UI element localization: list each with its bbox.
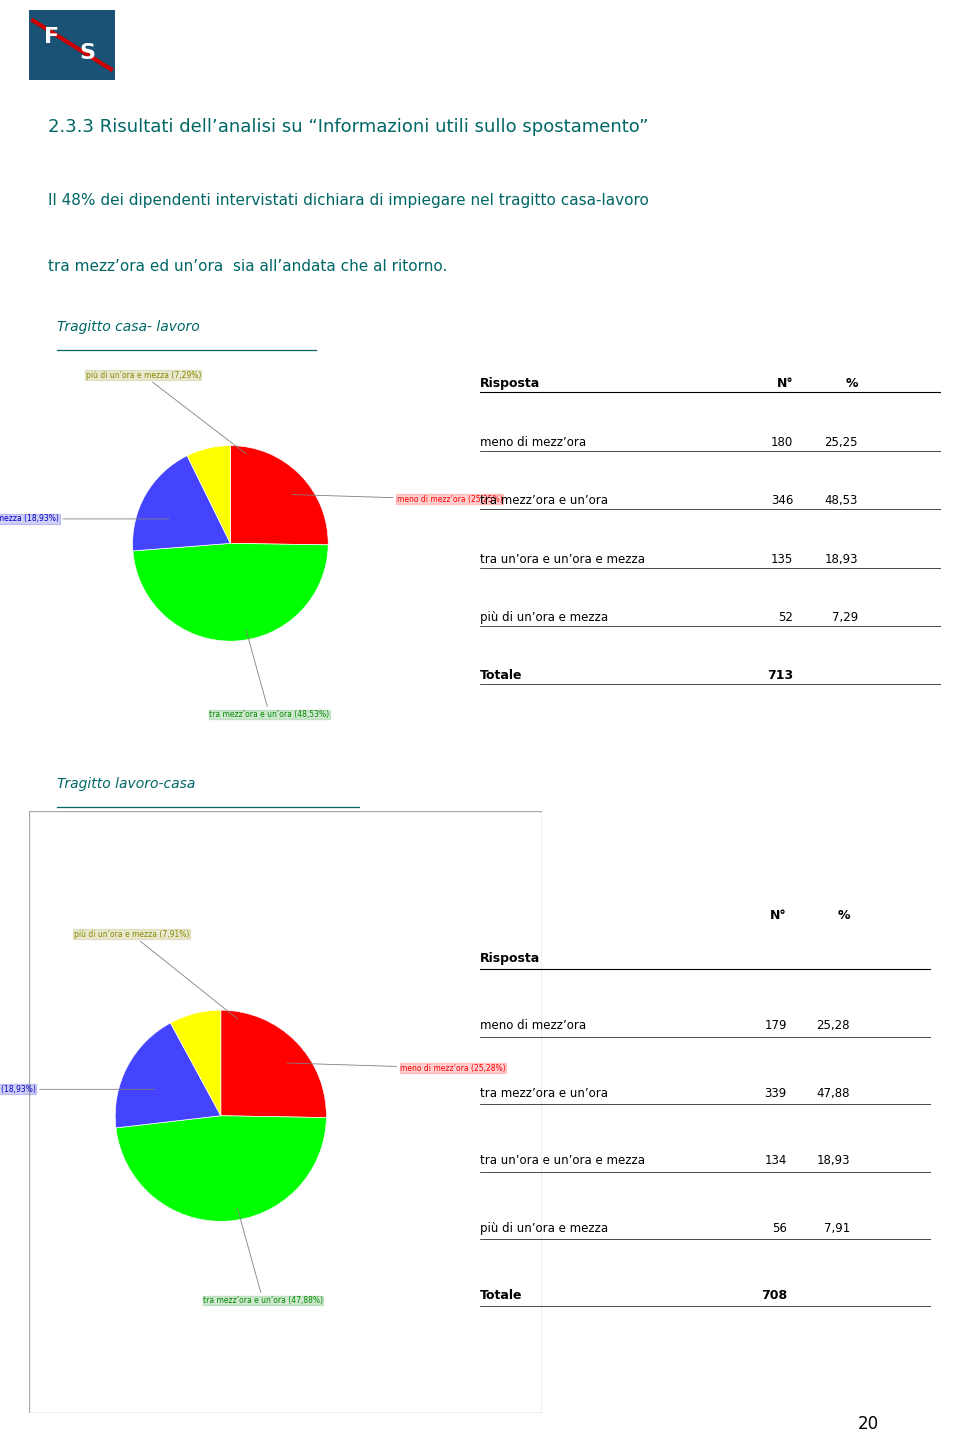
Text: %: % [837, 909, 850, 922]
Text: N°: N° [777, 377, 793, 390]
Wedge shape [115, 1023, 221, 1127]
Text: 48,53: 48,53 [825, 494, 858, 507]
Text: Risposta: Risposta [480, 377, 540, 390]
Text: tra mezz’ora ed un’ora  sia all’andata che al ritorno.: tra mezz’ora ed un’ora sia all’andata ch… [48, 258, 447, 274]
Text: 47,88: 47,88 [817, 1087, 850, 1100]
Text: F: F [44, 26, 60, 46]
Wedge shape [187, 446, 230, 543]
Text: 25,28: 25,28 [817, 1020, 850, 1032]
Wedge shape [116, 1116, 326, 1222]
Text: tra un’ora e un’ora e mezza (18,93%): tra un’ora e un’ora e mezza (18,93%) [0, 1085, 155, 1094]
Text: tra un’ora e un’ora e mezza: tra un’ora e un’ora e mezza [480, 552, 645, 565]
Text: tra un’ora e un’ora e mezza (18,93%): tra un’ora e un’ora e mezza (18,93%) [0, 514, 169, 523]
Text: Tragitto lavoro-casa: Tragitto lavoro-casa [57, 777, 195, 791]
Text: 7,91: 7,91 [824, 1222, 850, 1235]
Text: Il 48% dei dipendenti intervistati dichiara di impiegare nel tragitto casa-lavor: Il 48% dei dipendenti intervistati dichi… [48, 193, 649, 209]
Text: 20: 20 [858, 1414, 879, 1433]
Wedge shape [132, 543, 328, 640]
Wedge shape [230, 446, 328, 545]
Text: 25,25: 25,25 [825, 436, 858, 449]
Text: tra mezz’ora e un’ora (47,88%): tra mezz’ora e un’ora (47,88%) [203, 1208, 323, 1306]
Text: 179: 179 [764, 1020, 787, 1032]
Text: Totale: Totale [480, 1290, 522, 1301]
Text: 52: 52 [779, 611, 793, 625]
Text: 7,29: 7,29 [831, 611, 858, 625]
Text: 134: 134 [764, 1153, 787, 1166]
Text: 18,93: 18,93 [825, 552, 858, 565]
Text: Tragitto casa- lavoro: Tragitto casa- lavoro [57, 320, 200, 335]
Text: meno di mezz’ora: meno di mezz’ora [480, 436, 587, 449]
Text: 135: 135 [771, 552, 793, 565]
Text: Risposta: Risposta [480, 952, 540, 965]
Text: meno di mezz’ora (25,25%): meno di mezz’ora (25,25%) [292, 494, 502, 504]
Wedge shape [221, 1010, 326, 1117]
Text: Totale: Totale [480, 669, 522, 682]
Wedge shape [171, 1010, 221, 1116]
Text: 18,93: 18,93 [817, 1153, 850, 1166]
Text: più di un’ora e mezza (7,29%): più di un’ora e mezza (7,29%) [85, 371, 246, 454]
Text: 180: 180 [771, 436, 793, 449]
Text: meno di mezz’ora: meno di mezz’ora [480, 1020, 587, 1032]
Text: 339: 339 [764, 1087, 787, 1100]
Wedge shape [132, 455, 230, 551]
Text: 708: 708 [760, 1290, 787, 1301]
Text: tra un’ora e un’ora e mezza: tra un’ora e un’ora e mezza [480, 1153, 645, 1166]
Text: più di un’ora e mezza: più di un’ora e mezza [480, 1222, 608, 1235]
Text: meno di mezz’ora (25,28%): meno di mezz’ora (25,28%) [287, 1064, 506, 1072]
Text: tra mezz’ora e un’ora: tra mezz’ora e un’ora [480, 494, 608, 507]
Text: %: % [846, 377, 858, 390]
Text: 713: 713 [767, 669, 793, 682]
Text: N°: N° [770, 909, 787, 922]
Text: S: S [79, 43, 95, 64]
Text: 2.3.3 Risultati dell’analisi su “Informazioni utili sullo spostamento”: 2.3.3 Risultati dell’analisi su “Informa… [48, 117, 649, 136]
Text: 56: 56 [772, 1222, 787, 1235]
Text: tra mezz’ora e un’ora: tra mezz’ora e un’ora [480, 1087, 608, 1100]
Text: tra mezz’ora e un’ora (48,53%): tra mezz’ora e un’ora (48,53%) [209, 629, 329, 719]
Text: 346: 346 [771, 494, 793, 507]
Text: più di un’ora e mezza (7,91%): più di un’ora e mezza (7,91%) [74, 930, 238, 1019]
Text: più di un’ora e mezza: più di un’ora e mezza [480, 611, 608, 625]
